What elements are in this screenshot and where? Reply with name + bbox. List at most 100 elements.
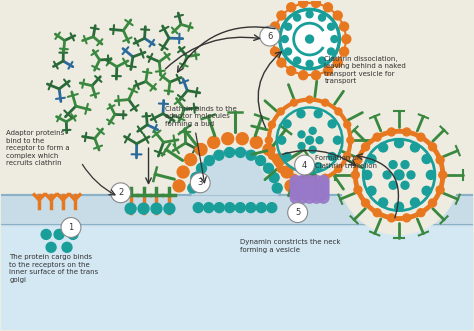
Circle shape (428, 199, 437, 207)
Circle shape (379, 143, 388, 152)
Circle shape (383, 171, 391, 179)
Circle shape (295, 155, 315, 175)
Circle shape (269, 173, 279, 183)
Circle shape (373, 209, 381, 217)
Circle shape (267, 203, 277, 213)
Circle shape (61, 217, 81, 237)
Circle shape (331, 36, 338, 43)
Circle shape (278, 7, 341, 71)
Circle shape (277, 58, 286, 67)
Circle shape (185, 154, 197, 166)
Bar (1, 219, 473, 330)
Circle shape (236, 148, 246, 158)
Circle shape (309, 146, 316, 153)
Circle shape (311, 186, 322, 196)
Circle shape (284, 23, 292, 30)
Circle shape (290, 182, 301, 193)
Circle shape (379, 198, 388, 207)
Circle shape (335, 108, 342, 115)
Circle shape (306, 136, 313, 144)
Circle shape (294, 57, 301, 64)
Circle shape (318, 186, 329, 196)
Circle shape (304, 189, 315, 200)
Circle shape (314, 163, 322, 170)
Circle shape (299, 0, 308, 7)
Circle shape (319, 57, 326, 64)
Circle shape (304, 186, 315, 196)
Text: Formation of
Clathrin triskelion: Formation of Clathrin triskelion (315, 155, 376, 168)
Circle shape (318, 189, 329, 200)
Text: 3: 3 (198, 178, 203, 187)
Circle shape (264, 163, 273, 173)
Circle shape (297, 163, 305, 170)
Circle shape (311, 192, 322, 203)
Circle shape (254, 85, 365, 196)
Text: Clathrin binds to the
adaptor molecules
forming a bud: Clathrin binds to the adaptor molecules … (165, 106, 237, 126)
Circle shape (277, 108, 284, 115)
Circle shape (304, 182, 315, 193)
Circle shape (367, 186, 376, 195)
Circle shape (403, 214, 410, 222)
Circle shape (297, 175, 308, 186)
Circle shape (340, 47, 348, 56)
Circle shape (273, 154, 285, 166)
Circle shape (351, 171, 359, 179)
Circle shape (342, 35, 351, 44)
Circle shape (311, 179, 322, 190)
Circle shape (322, 174, 328, 181)
Circle shape (328, 48, 335, 55)
Circle shape (290, 192, 301, 203)
Circle shape (436, 186, 444, 194)
Circle shape (311, 0, 320, 7)
Circle shape (318, 182, 329, 193)
Circle shape (304, 192, 315, 203)
Circle shape (255, 156, 265, 166)
Circle shape (373, 133, 381, 141)
Circle shape (68, 229, 78, 239)
Circle shape (401, 161, 409, 168)
Circle shape (197, 163, 207, 173)
Circle shape (314, 110, 322, 118)
Circle shape (294, 14, 301, 21)
Circle shape (362, 199, 370, 207)
Text: The protein cargo binds
to the receptors on the
inner surface of the trans
golgi: The protein cargo binds to the receptors… (9, 254, 99, 283)
Circle shape (306, 60, 313, 67)
Circle shape (297, 182, 308, 193)
Circle shape (298, 131, 305, 138)
Circle shape (264, 0, 356, 85)
Circle shape (306, 11, 313, 18)
Circle shape (410, 143, 419, 152)
Circle shape (319, 14, 326, 21)
Circle shape (288, 203, 308, 222)
Circle shape (208, 136, 219, 148)
Circle shape (151, 203, 162, 214)
Circle shape (291, 174, 298, 181)
Text: Adaptor proteins
bind to the
receptor to form a
complex which
recruits clathrin: Adaptor proteins bind to the receptor to… (6, 130, 70, 166)
Circle shape (290, 186, 301, 196)
Circle shape (272, 183, 282, 193)
Text: Clathrin dissociation,
leaving behind a naked
transport vesicle for
transport: Clathrin dissociation, leaving behind a … (325, 56, 406, 84)
Circle shape (268, 152, 275, 159)
Circle shape (271, 47, 280, 56)
Circle shape (407, 171, 415, 179)
Circle shape (403, 128, 410, 136)
Circle shape (263, 144, 275, 156)
Circle shape (367, 155, 376, 164)
Circle shape (344, 152, 351, 159)
Circle shape (422, 186, 431, 195)
Circle shape (214, 150, 224, 160)
Bar (1, 195, 473, 224)
Circle shape (347, 137, 354, 144)
Circle shape (256, 203, 266, 213)
Circle shape (54, 229, 64, 239)
Circle shape (111, 183, 131, 203)
Circle shape (297, 186, 308, 196)
Circle shape (225, 148, 235, 158)
Circle shape (281, 166, 293, 178)
Circle shape (340, 22, 348, 31)
Circle shape (333, 58, 342, 67)
Circle shape (268, 35, 277, 44)
Circle shape (299, 71, 308, 80)
Circle shape (318, 175, 329, 186)
Circle shape (333, 11, 342, 20)
